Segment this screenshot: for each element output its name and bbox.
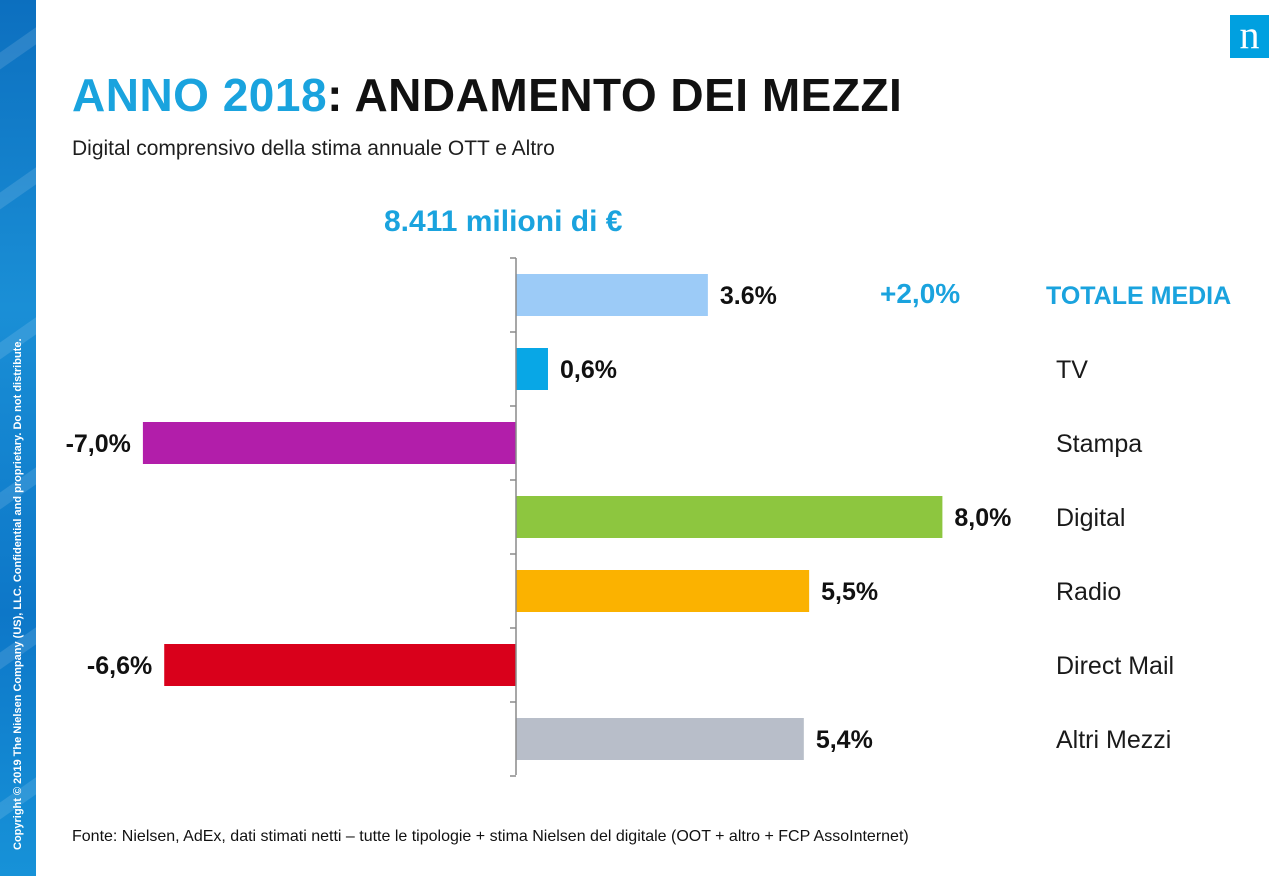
bar-value-label: 8,0%	[954, 504, 1011, 532]
bar-value-label: -6,6%	[87, 652, 152, 680]
bar-value-label: 5,5%	[821, 578, 878, 606]
category-label: Stampa	[1056, 430, 1142, 458]
category-label: Radio	[1056, 578, 1121, 606]
bar-3	[516, 496, 943, 538]
bar-0	[516, 274, 708, 316]
category-label: Direct Mail	[1056, 652, 1174, 680]
side-band: Copyright © 2019 The Nielsen Company (US…	[0, 0, 36, 876]
category-label: Digital	[1056, 504, 1125, 532]
page-subtitle: Digital comprensivo della stima annuale …	[72, 137, 555, 160]
bar-1	[516, 348, 548, 390]
bar-value-label: 0,6%	[560, 356, 617, 384]
bar-value-label: 5,4%	[816, 726, 873, 754]
bar-4	[516, 570, 810, 612]
category-label: TV	[1056, 356, 1088, 384]
category-label: TOTALE MEDIA	[1046, 282, 1231, 310]
category-label: Altri Mezzi	[1056, 726, 1171, 754]
total-change: +2,0%	[880, 278, 961, 309]
source-footnote: Fonte: Nielsen, AdEx, dati stimati netti…	[72, 828, 909, 845]
nielsen-logo: n	[1230, 15, 1269, 58]
title-text: : ANDAMENTO DEI MEZZI	[327, 69, 903, 121]
bar-5	[164, 644, 516, 686]
page-title: ANNO 2018: ANDAMENTO DEI MEZZI	[72, 68, 902, 122]
bar-value-label: 3.6%	[720, 282, 777, 310]
bar-6	[516, 718, 804, 760]
title-year: ANNO 2018	[72, 69, 328, 121]
total-value: 8.411 milioni di €	[384, 205, 623, 238]
bar-2	[142, 422, 516, 464]
bar-value-label: -7,0%	[66, 430, 131, 458]
